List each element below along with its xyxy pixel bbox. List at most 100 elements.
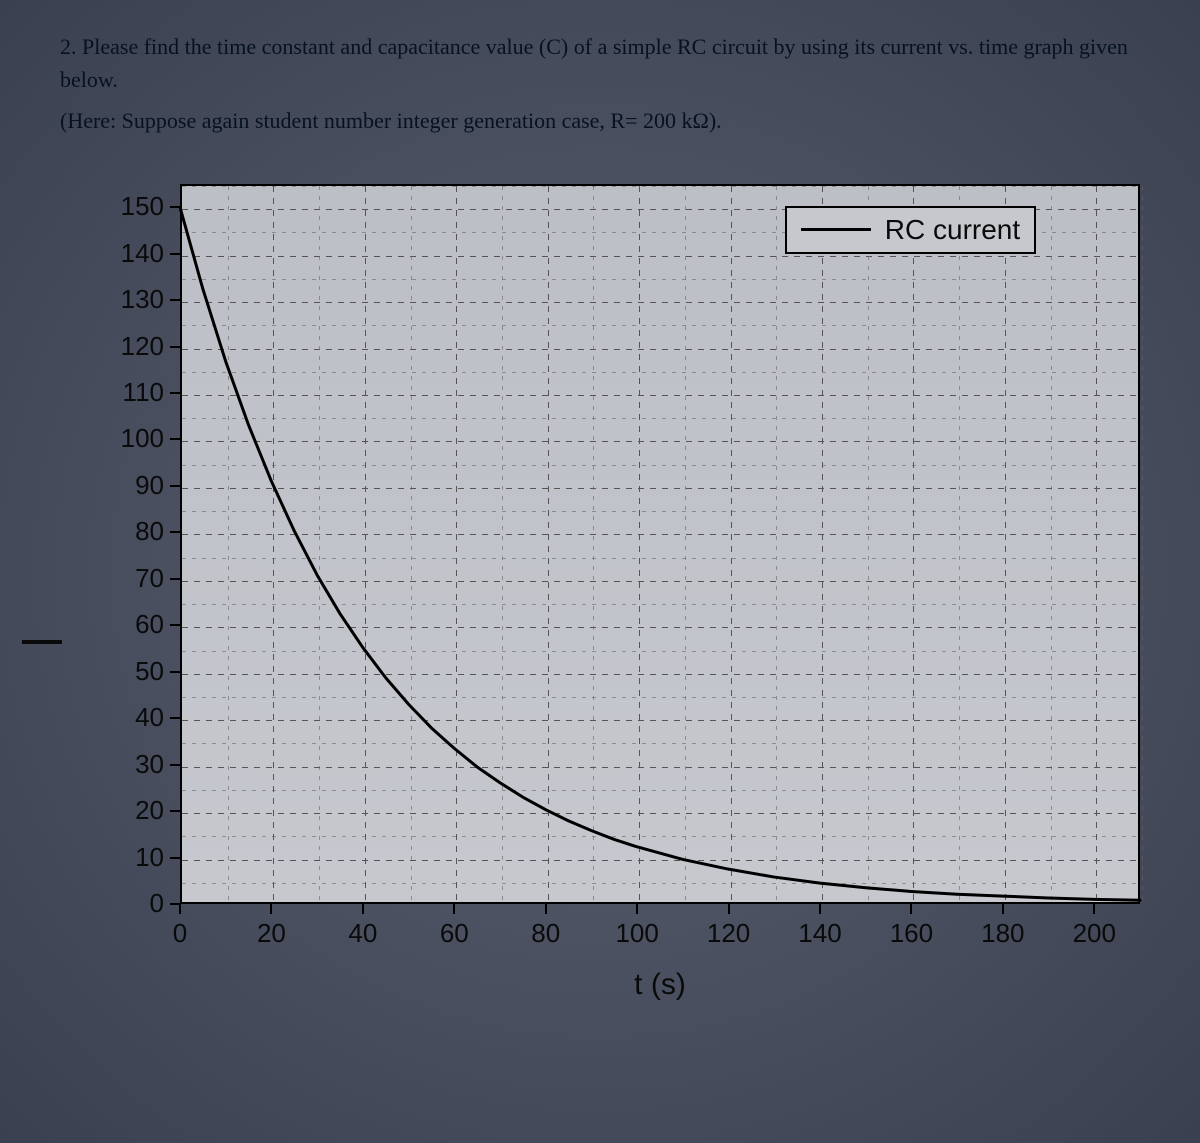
x-tick: [819, 904, 821, 914]
y-tick: [170, 346, 180, 348]
y-tick: [170, 671, 180, 673]
y-tick: [170, 392, 180, 394]
grid-v-minor: [228, 186, 229, 902]
grid-v-major: [456, 186, 457, 902]
grid-h-minor: [182, 279, 1138, 280]
grid-h-minor: [182, 511, 1138, 512]
x-tick-label: 100: [607, 918, 667, 949]
grid-v-minor: [319, 186, 320, 902]
y-tick: [170, 299, 180, 301]
y-tick-label: 140: [104, 238, 164, 269]
grid-h-minor: [182, 604, 1138, 605]
x-tick-label: 140: [790, 918, 850, 949]
grid-h-minor: [182, 883, 1138, 884]
y-tick: [170, 206, 180, 208]
y-tick-label: 10: [104, 842, 164, 873]
y-tick-label: 90: [104, 470, 164, 501]
x-tick-label: 180: [973, 918, 1033, 949]
y-tick: [170, 624, 180, 626]
grid-h-major: [182, 581, 1138, 582]
grid-h-major: [182, 395, 1138, 396]
grid-v-major: [548, 186, 549, 902]
grid-h-major: [182, 534, 1138, 535]
y-tick: [170, 531, 180, 533]
y-tick: [170, 857, 180, 859]
grid-v-minor: [868, 186, 869, 902]
grid-h-minor: [182, 186, 1138, 187]
grid-h-major: [182, 627, 1138, 628]
x-tick: [1002, 904, 1004, 914]
y-tick-label: 20: [104, 795, 164, 826]
grid-v-major: [1096, 186, 1097, 902]
grid-h-major: [182, 256, 1138, 257]
x-tick: [270, 904, 272, 914]
grid-h-minor: [182, 418, 1138, 419]
grid-v-minor: [776, 186, 777, 902]
question-text: 2. Please find the time constant and cap…: [60, 30, 1140, 96]
x-tick: [728, 904, 730, 914]
x-tick: [1093, 904, 1095, 914]
x-tick-label: 80: [516, 918, 576, 949]
grid-h-minor: [182, 325, 1138, 326]
y-tick-label: 60: [104, 609, 164, 640]
grid-h-minor: [182, 790, 1138, 791]
legend-line-sample: [801, 228, 871, 231]
grid-v-major: [639, 186, 640, 902]
y-tick: [170, 810, 180, 812]
x-tick-label: 20: [241, 918, 301, 949]
grid-h-major: [182, 813, 1138, 814]
page: 2. Please find the time constant and cap…: [0, 0, 1200, 1143]
x-axis-label: t (s): [610, 968, 710, 1002]
y-axis-indicator: [22, 640, 62, 644]
grid-v-minor: [411, 186, 412, 902]
x-tick: [545, 904, 547, 914]
grid-v-minor: [685, 186, 686, 902]
grid-h-major: [182, 441, 1138, 442]
y-tick-label: 130: [104, 284, 164, 315]
x-tick-label: 0: [150, 918, 210, 949]
grid-v-major: [822, 186, 823, 902]
grid-v-minor: [959, 186, 960, 902]
y-tick-label: 80: [104, 516, 164, 547]
question-number: 2.: [60, 34, 77, 59]
x-tick: [362, 904, 364, 914]
x-tick: [179, 904, 181, 914]
x-tick-label: 160: [881, 918, 941, 949]
y-tick-label: 100: [104, 423, 164, 454]
y-tick-label: 110: [104, 377, 164, 408]
grid-h-major: [182, 302, 1138, 303]
y-tick: [170, 578, 180, 580]
grid-v-minor: [1142, 186, 1143, 902]
grid-h-minor: [182, 465, 1138, 466]
grid-v-minor: [1051, 186, 1052, 902]
x-tick-label: 40: [333, 918, 393, 949]
grid-h-major: [182, 860, 1138, 861]
grid-v-major: [913, 186, 914, 902]
legend: RC current: [785, 206, 1036, 254]
grid-v-major: [1005, 186, 1006, 902]
grid-h-minor: [182, 697, 1138, 698]
grid-h-major: [182, 349, 1138, 350]
y-tick-label: 50: [104, 656, 164, 687]
grid-h-major: [182, 674, 1138, 675]
x-tick-label: 120: [699, 918, 759, 949]
plot-area: [180, 184, 1140, 904]
x-tick: [636, 904, 638, 914]
x-tick: [453, 904, 455, 914]
y-tick-label: 120: [104, 331, 164, 362]
y-tick: [170, 717, 180, 719]
grid-h-major: [182, 720, 1138, 721]
grid-h-minor: [182, 372, 1138, 373]
y-tick: [170, 253, 180, 255]
question-body: Please find the time constant and capaci…: [60, 34, 1128, 92]
grid-v-minor: [593, 186, 594, 902]
y-tick-label: 150: [104, 191, 164, 222]
legend-text: RC current: [885, 214, 1020, 246]
grid-v-major: [273, 186, 274, 902]
rc-current-chart: 0102030405060708090100110120130140150020…: [60, 184, 1140, 1044]
grid-v-major: [365, 186, 366, 902]
question-note: (Here: Suppose again student number inte…: [60, 108, 1140, 134]
y-tick-label: 40: [104, 702, 164, 733]
grid-h-major: [182, 767, 1138, 768]
grid-h-minor: [182, 743, 1138, 744]
